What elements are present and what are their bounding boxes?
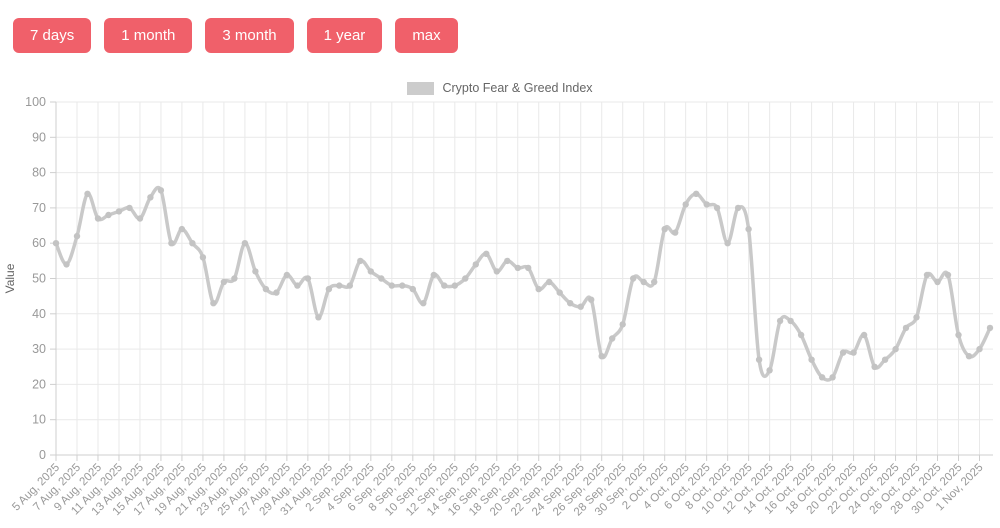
svg-text:10: 10 — [32, 413, 46, 427]
range-button-1-year[interactable]: 1 year — [306, 18, 383, 53]
legend-label: Crypto Fear & Greed Index — [442, 81, 593, 95]
svg-text:30: 30 — [32, 342, 46, 356]
legend-swatch — [407, 81, 435, 95]
chart-legend: Crypto Fear & Greed Index — [0, 81, 1000, 95]
svg-text:100: 100 — [25, 95, 46, 109]
svg-text:0: 0 — [39, 448, 46, 462]
range-button-7-days[interactable]: 7 days — [13, 18, 92, 53]
svg-text:60: 60 — [32, 236, 46, 250]
svg-text:20: 20 — [32, 377, 46, 391]
range-button-1-month[interactable]: 1 month — [104, 18, 193, 53]
svg-text:50: 50 — [32, 272, 46, 286]
range-button-max[interactable]: max — [395, 18, 458, 53]
svg-text:40: 40 — [32, 307, 46, 321]
svg-text:80: 80 — [32, 166, 46, 180]
time-range-toolbar: 7 days 1 month 3 month 1 year max — [13, 18, 458, 53]
svg-text:90: 90 — [32, 130, 46, 144]
svg-text:Value: Value — [3, 263, 17, 293]
range-button-3-month[interactable]: 3 month — [205, 18, 294, 53]
svg-text:70: 70 — [32, 201, 46, 215]
